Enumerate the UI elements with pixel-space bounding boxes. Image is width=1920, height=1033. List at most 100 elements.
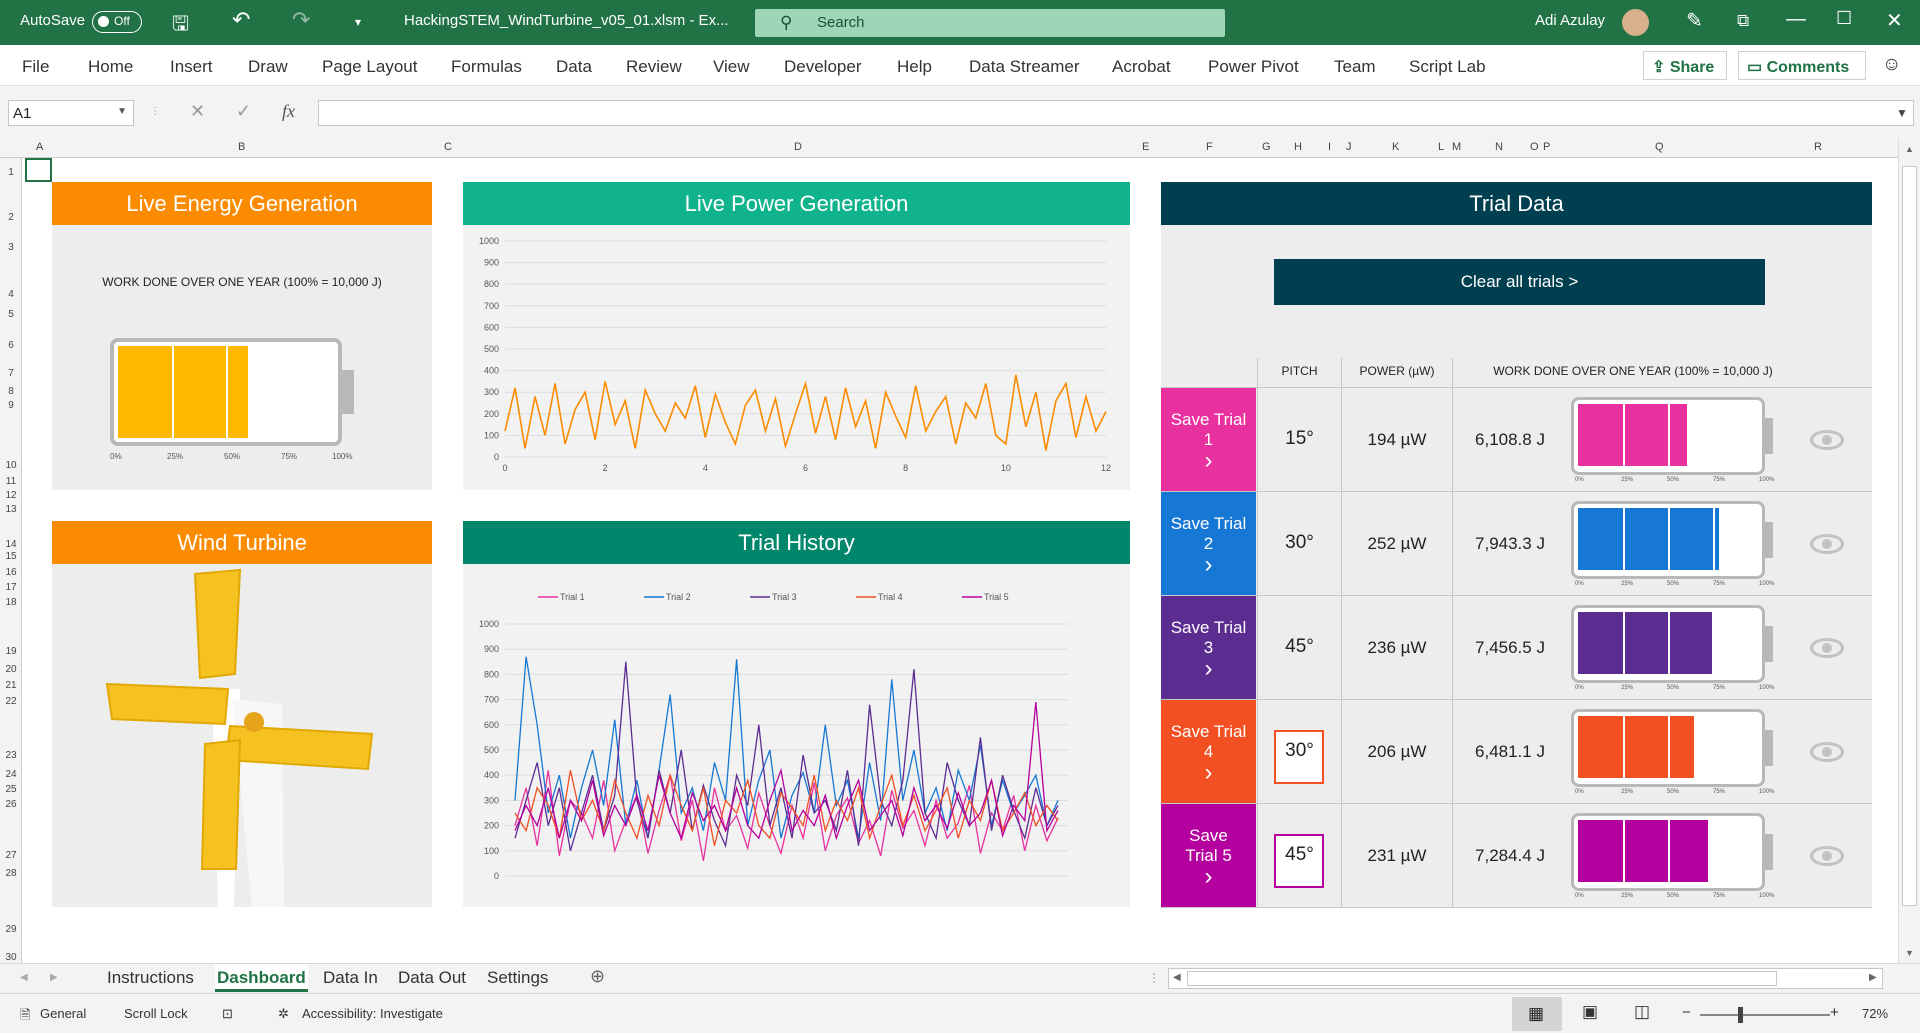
row-header[interactable]: 3: [8, 242, 14, 253]
row-header[interactable]: 6: [8, 340, 14, 351]
macro-record-icon[interactable]: ⊡: [222, 1006, 233, 1021]
save-trial-button[interactable]: Save Trial 2 ›: [1161, 492, 1256, 595]
col-header[interactable]: D: [794, 141, 802, 153]
undo-icon[interactable]: ↶: [232, 7, 251, 32]
tab-file[interactable]: File: [22, 57, 50, 76]
formula-input[interactable]: [318, 100, 1914, 126]
tab-acrobat[interactable]: Acrobat: [1112, 57, 1171, 76]
col-header[interactable]: L: [1438, 141, 1445, 153]
pitch-input[interactable]: [1274, 834, 1324, 888]
pitch-value[interactable]: 30°: [1285, 740, 1314, 761]
tab-page-layout[interactable]: Page Layout: [322, 57, 418, 76]
save-icon[interactable]: 🖫: [172, 13, 190, 35]
cancel-icon[interactable]: ✕: [190, 101, 206, 121]
row-header[interactable]: 23: [5, 750, 17, 761]
col-header[interactable]: A: [36, 141, 44, 153]
page-break-view-icon[interactable]: ◫: [1634, 1002, 1651, 1021]
zoom-slider-thumb[interactable]: [1738, 1007, 1743, 1023]
col-header[interactable]: F: [1206, 141, 1213, 153]
row-header[interactable]: 8: [8, 386, 14, 397]
row-header[interactable]: 24: [5, 769, 17, 780]
maximize-icon[interactable]: ☐: [1836, 8, 1853, 28]
scroll-right-icon[interactable]: ▶: [1869, 972, 1877, 983]
zoom-out-icon[interactable]: −: [1682, 1004, 1691, 1021]
tab-data-streamer[interactable]: Data Streamer: [969, 57, 1080, 76]
row-header[interactable]: 4: [8, 289, 14, 300]
save-trial-button[interactable]: Save Trial 1 ›: [1161, 388, 1256, 491]
next-sheet-icon[interactable]: ▶: [50, 972, 58, 983]
eye-icon[interactable]: [1810, 638, 1844, 658]
row-header[interactable]: 10: [5, 460, 17, 471]
row-header[interactable]: 16: [5, 567, 17, 578]
sheet-tab-settings[interactable]: Settings: [487, 968, 549, 987]
row-header[interactable]: 15: [5, 551, 17, 562]
tab-draw[interactable]: Draw: [248, 57, 288, 76]
row-header[interactable]: 14: [5, 539, 17, 550]
row-header[interactable]: 17: [5, 582, 17, 593]
row-header[interactable]: 7: [8, 368, 14, 379]
prev-sheet-icon[interactable]: ◀: [20, 972, 28, 983]
tab-power-pivot[interactable]: Power Pivot: [1208, 57, 1299, 76]
tab-team[interactable]: Team: [1334, 57, 1376, 76]
split-handle-icon[interactable]: ⋮: [1148, 971, 1160, 985]
save-trial-button[interactable]: Save Trial 4 ›: [1161, 700, 1256, 803]
sheet-tab-dashboard[interactable]: Dashboard: [215, 964, 308, 992]
zoom-level[interactable]: 72%: [1862, 1006, 1889, 1021]
col-header[interactable]: K: [1392, 141, 1400, 153]
eye-icon[interactable]: [1810, 430, 1844, 450]
scroll-up-icon[interactable]: ▲: [1905, 144, 1914, 154]
row-header[interactable]: 22: [5, 696, 17, 707]
name-box[interactable]: A1 ▼: [8, 100, 134, 126]
add-sheet-icon[interactable]: ⊕: [590, 966, 606, 986]
scroll-left-icon[interactable]: ◀: [1173, 972, 1181, 983]
share-button[interactable]: ⇪ Share: [1643, 51, 1727, 80]
customize-qat-icon[interactable]: ▾: [355, 15, 362, 29]
horizontal-scrollbar[interactable]: ◀ ▶: [1168, 968, 1883, 989]
tab-formulas[interactable]: Formulas: [451, 57, 522, 76]
pitch-input[interactable]: [1274, 730, 1324, 784]
search-box[interactable]: ⚲ Search: [755, 9, 1225, 37]
tab-insert[interactable]: Insert: [170, 57, 213, 76]
col-header[interactable]: G: [1262, 141, 1271, 153]
tab-home[interactable]: Home: [88, 57, 134, 76]
col-header[interactable]: C: [444, 141, 452, 153]
row-header[interactable]: 21: [5, 680, 17, 691]
col-header[interactable]: R: [1814, 141, 1822, 153]
row-header[interactable]: 2: [8, 212, 14, 223]
col-header[interactable]: Q: [1655, 141, 1664, 153]
feedback-icon[interactable]: ☺: [1882, 54, 1902, 75]
col-header[interactable]: E: [1142, 141, 1150, 153]
normal-view-button[interactable]: ▦: [1512, 997, 1562, 1031]
sheet-tab-data-in[interactable]: Data In: [323, 968, 378, 987]
sheet-tab-data-out[interactable]: Data Out: [398, 968, 467, 987]
row-header[interactable]: 30: [5, 952, 17, 963]
ribbon-display-icon[interactable]: ⧉: [1737, 11, 1750, 30]
pen-icon[interactable]: ✎: [1686, 10, 1703, 32]
tab-data[interactable]: Data: [556, 57, 592, 76]
autosave-toggle[interactable]: Off: [92, 11, 142, 33]
eye-icon[interactable]: [1810, 846, 1844, 866]
tab-view[interactable]: View: [713, 57, 750, 76]
eye-icon[interactable]: [1810, 742, 1844, 762]
row-header[interactable]: 29: [5, 924, 17, 935]
col-header[interactable]: J: [1346, 141, 1352, 153]
clear-trials-button[interactable]: Clear all trials >: [1274, 259, 1765, 305]
row-header[interactable]: 25: [5, 784, 17, 795]
page-layout-view-icon[interactable]: ▣: [1582, 1002, 1599, 1021]
tab-help[interactable]: Help: [897, 57, 932, 76]
comments-button[interactable]: ▭ Comments: [1738, 51, 1866, 80]
chevron-down-icon[interactable]: ▼: [117, 106, 127, 117]
row-header[interactable]: 19: [5, 646, 17, 657]
col-header[interactable]: H: [1294, 141, 1302, 153]
zoom-in-icon[interactable]: +: [1830, 1004, 1839, 1021]
row-header[interactable]: 1: [8, 167, 14, 178]
redo-icon[interactable]: ↷: [292, 7, 311, 32]
row-header[interactable]: 20: [5, 664, 17, 675]
col-header[interactable]: N: [1495, 141, 1503, 153]
row-header[interactable]: 5: [8, 309, 14, 320]
row-header[interactable]: 26: [5, 799, 17, 810]
minimize-icon[interactable]: —: [1786, 8, 1806, 30]
save-trial-button[interactable]: Save Trial 5 ›: [1161, 804, 1256, 907]
row-header[interactable]: 11: [5, 476, 17, 487]
h-scroll-thumb[interactable]: [1187, 971, 1777, 986]
